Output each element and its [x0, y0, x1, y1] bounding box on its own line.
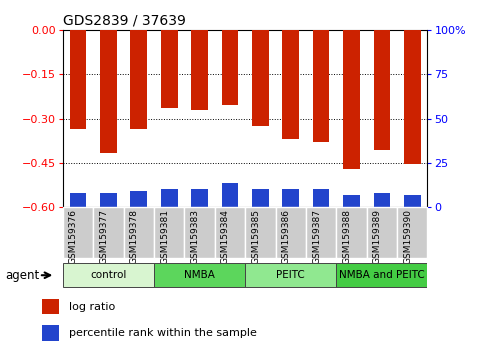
Text: control: control	[90, 270, 127, 280]
FancyBboxPatch shape	[154, 207, 185, 258]
Text: agent: agent	[5, 269, 39, 282]
FancyBboxPatch shape	[215, 207, 245, 258]
Text: GSM159388: GSM159388	[342, 209, 352, 264]
Bar	[283, 30, 299, 139]
Text: GSM159385: GSM159385	[251, 209, 260, 264]
Bar	[343, 30, 360, 169]
Bar	[130, 30, 147, 129]
FancyBboxPatch shape	[367, 207, 397, 258]
FancyBboxPatch shape	[124, 207, 154, 258]
Text: GSM159389: GSM159389	[373, 209, 382, 264]
Text: GSM159381: GSM159381	[160, 209, 169, 264]
Bar	[42, 325, 59, 341]
Bar	[373, 193, 390, 207]
Bar	[283, 189, 299, 207]
Bar	[313, 30, 329, 142]
Bar	[404, 30, 421, 164]
Text: GSM159386: GSM159386	[282, 209, 291, 264]
Bar	[222, 30, 238, 105]
Text: GSM159390: GSM159390	[403, 209, 412, 264]
FancyBboxPatch shape	[275, 207, 306, 258]
Bar	[161, 189, 178, 207]
Bar	[100, 193, 117, 207]
Bar	[191, 189, 208, 207]
Text: NMBA: NMBA	[184, 270, 215, 280]
Text: GSM159377: GSM159377	[99, 209, 108, 264]
Bar	[252, 30, 269, 126]
Bar	[313, 189, 329, 207]
Text: GSM159384: GSM159384	[221, 209, 230, 263]
Bar	[161, 30, 178, 108]
Bar	[42, 299, 59, 314]
Text: GSM159376: GSM159376	[69, 209, 78, 264]
Bar	[70, 193, 86, 207]
FancyBboxPatch shape	[397, 207, 427, 258]
FancyBboxPatch shape	[185, 207, 215, 258]
Text: percentile rank within the sample: percentile rank within the sample	[69, 328, 256, 338]
FancyBboxPatch shape	[336, 207, 367, 258]
FancyBboxPatch shape	[154, 263, 245, 287]
FancyBboxPatch shape	[63, 263, 154, 287]
FancyBboxPatch shape	[336, 263, 427, 287]
Bar	[252, 189, 269, 207]
FancyBboxPatch shape	[63, 207, 93, 258]
Text: GSM159378: GSM159378	[130, 209, 139, 264]
Text: GSM159383: GSM159383	[190, 209, 199, 264]
Text: PEITC: PEITC	[276, 270, 305, 280]
FancyBboxPatch shape	[245, 207, 275, 258]
Bar	[373, 30, 390, 149]
Text: GDS2839 / 37639: GDS2839 / 37639	[63, 13, 185, 28]
FancyBboxPatch shape	[93, 207, 124, 258]
Bar	[130, 191, 147, 207]
Bar	[191, 30, 208, 110]
Text: NMBA and PEITC: NMBA and PEITC	[339, 270, 425, 280]
Bar	[70, 30, 86, 129]
Bar	[100, 30, 117, 153]
Bar	[222, 183, 238, 207]
FancyBboxPatch shape	[245, 263, 336, 287]
Bar	[343, 195, 360, 207]
Text: GSM159387: GSM159387	[312, 209, 321, 264]
Text: log ratio: log ratio	[69, 302, 115, 312]
Bar	[404, 195, 421, 207]
FancyBboxPatch shape	[306, 207, 336, 258]
